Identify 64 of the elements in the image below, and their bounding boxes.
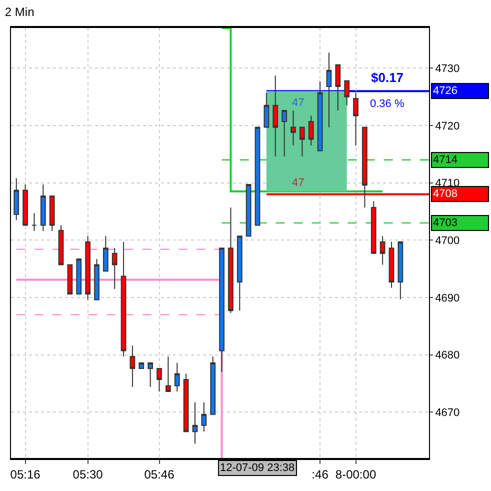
candlestick <box>236 236 242 312</box>
candlestick <box>120 241 126 358</box>
y-tick-label: 4730 <box>435 62 460 75</box>
chart-title: 2 Min <box>4 4 34 19</box>
ref-line-label: 4703 <box>433 217 458 229</box>
candlestick <box>166 356 171 392</box>
y-tick-label: 4720 <box>435 120 460 132</box>
candlestick <box>183 373 189 432</box>
candlestick <box>308 115 314 146</box>
candlestick <box>398 241 404 300</box>
candlestick <box>174 362 180 392</box>
candlestick <box>272 75 278 157</box>
candlestick <box>156 368 162 392</box>
candlestick <box>282 110 287 157</box>
candlestick <box>148 362 154 388</box>
y-tick-label: 4670 <box>435 406 460 419</box>
candlestick <box>32 212 37 232</box>
candlestick <box>94 258 100 300</box>
ref-line-label: 4714 <box>433 154 458 166</box>
candlestick <box>290 110 296 146</box>
ref-line-label: 4726 <box>433 85 458 97</box>
candlestick <box>380 236 386 266</box>
candlestick <box>317 80 323 152</box>
annotation: $0.17 <box>371 70 404 85</box>
candlestick <box>40 184 46 232</box>
candlestick <box>353 92 358 146</box>
x-tick-label: 05:30 <box>72 467 104 482</box>
candlestick <box>201 402 207 432</box>
candlestick <box>112 248 118 290</box>
candlestick <box>254 126 260 226</box>
candlestick <box>102 236 108 272</box>
candlestick <box>85 236 90 300</box>
candlestick <box>299 126 305 157</box>
candlestick <box>210 356 216 415</box>
candlestick <box>219 248 224 372</box>
candlestick <box>326 52 332 128</box>
annotation: 0.36 % <box>370 98 404 110</box>
x-tick-label: 05:46 <box>144 467 175 482</box>
candlestick <box>76 258 82 295</box>
y-tick-label: 4690 <box>435 292 460 304</box>
annotation: 47 <box>292 97 304 109</box>
y-tick-label: 4680 <box>435 350 460 362</box>
candlestick <box>192 402 198 444</box>
candlestick <box>49 195 55 232</box>
x-tick-label: 8-00:00 <box>335 467 376 482</box>
text: 12-07-09 23:38 <box>220 462 295 474</box>
candlestick <box>246 184 252 237</box>
candlestick <box>335 64 341 112</box>
candlestick <box>370 200 376 254</box>
candlestick <box>264 92 270 128</box>
candlestick <box>228 206 234 314</box>
candlestick <box>67 264 73 295</box>
candlestick <box>130 345 136 388</box>
y-tick-label: 4700 <box>435 234 460 247</box>
annotation: 47 <box>292 177 304 189</box>
ref-line-label: 4708 <box>433 188 458 200</box>
candlestick <box>138 362 144 370</box>
candlestick <box>58 224 64 266</box>
candlestick <box>388 241 394 288</box>
x-tick-label: 05:16 <box>10 467 41 482</box>
candlestick <box>344 80 350 106</box>
x-tick-label: :46 <box>312 467 329 482</box>
candlestick <box>14 178 20 221</box>
candlestick <box>22 184 28 226</box>
